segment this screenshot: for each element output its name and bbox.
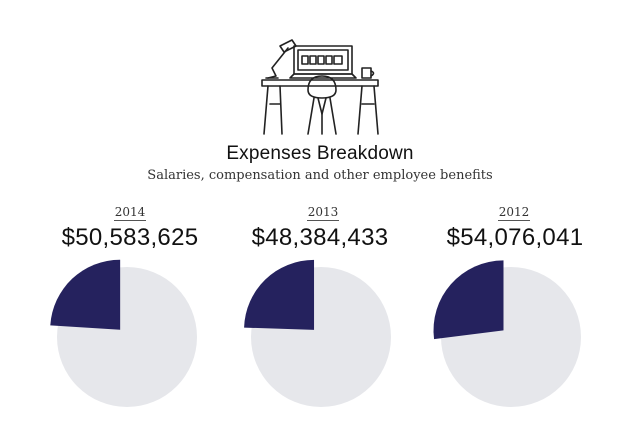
pie-chart-2012 (433, 260, 581, 407)
chart-subtitle: Salaries, compensation and other employe… (147, 168, 493, 183)
pie-chart-2014 (50, 259, 197, 407)
pie-highlight-slice-2012 (433, 260, 504, 340)
amount-2013: $48,384,433 (251, 224, 389, 251)
year-label-2013: 2013 (306, 205, 340, 221)
pie-chart-2013 (244, 259, 391, 407)
amount-2012: $54,076,041 (446, 224, 584, 251)
year-label-2014: 2014 (113, 205, 147, 221)
pie-highlight-slice-2013 (244, 259, 315, 330)
pie-highlight-slice-2014 (50, 259, 121, 330)
year-label-2012: 2012 (497, 205, 531, 221)
desk-illustration-icon (261, 39, 379, 135)
amount-2014: $50,583,625 (61, 224, 199, 251)
chart-title: Expenses Breakdown (226, 143, 414, 164)
